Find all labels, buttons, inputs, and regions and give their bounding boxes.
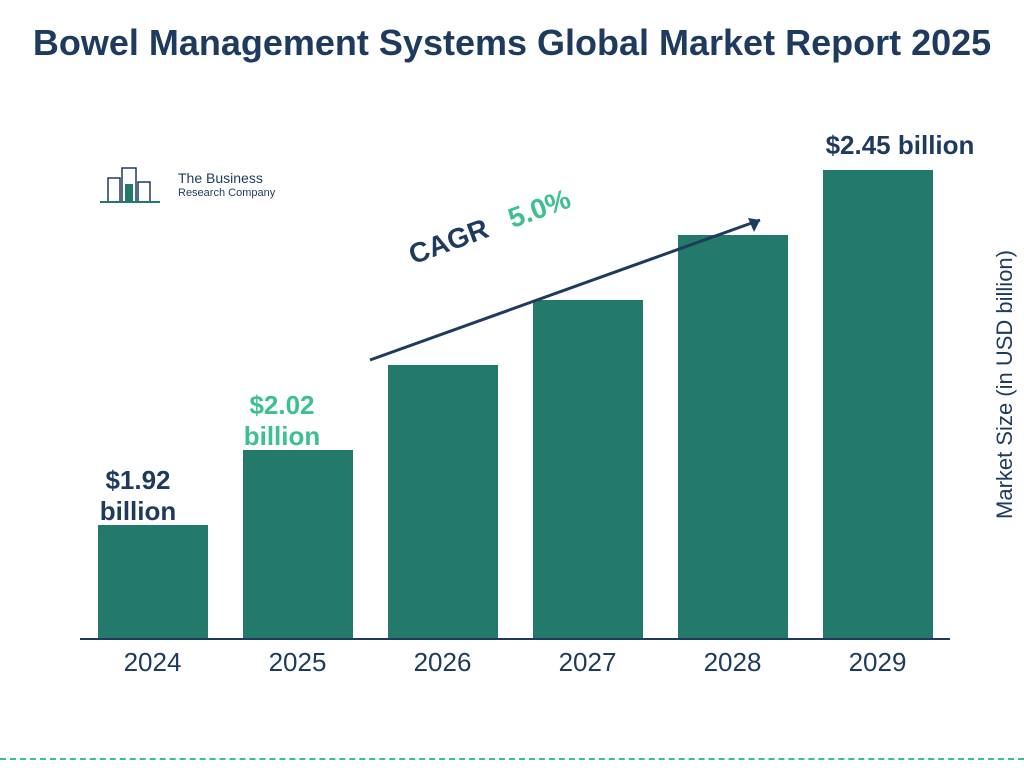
x-label-5: 2029 xyxy=(818,647,938,678)
value-label-2025: $2.02 billion xyxy=(222,390,342,452)
x-label-3: 2027 xyxy=(528,647,648,678)
x-label-4: 2028 xyxy=(673,647,793,678)
bar-2026 xyxy=(383,365,503,640)
bar-2024 xyxy=(93,525,213,640)
value-label-2029: $2.45 billion xyxy=(800,130,1000,161)
chart-title: Bowel Management Systems Global Market R… xyxy=(0,20,1024,65)
value-label-2024: $1.92 billion xyxy=(78,465,198,527)
bar-2029 xyxy=(818,170,938,640)
bar-2025 xyxy=(238,450,358,640)
cagr-arrow-icon xyxy=(360,200,780,380)
footer-dashed-line xyxy=(0,758,1024,760)
chart-container: Bowel Management Systems Global Market R… xyxy=(0,0,1024,768)
x-label-2: 2026 xyxy=(383,647,503,678)
cagr-annotation: CAGR 5.0% xyxy=(360,200,780,380)
y-axis-label: Market Size (in USD billion) xyxy=(992,0,1018,768)
y-axis-label-text: Market Size (in USD billion) xyxy=(992,250,1018,519)
x-axis-line xyxy=(80,638,950,640)
x-axis-labels: 2024 2025 2026 2027 2028 2029 xyxy=(80,647,950,678)
x-label-1: 2025 xyxy=(238,647,358,678)
x-label-0: 2024 xyxy=(93,647,213,678)
